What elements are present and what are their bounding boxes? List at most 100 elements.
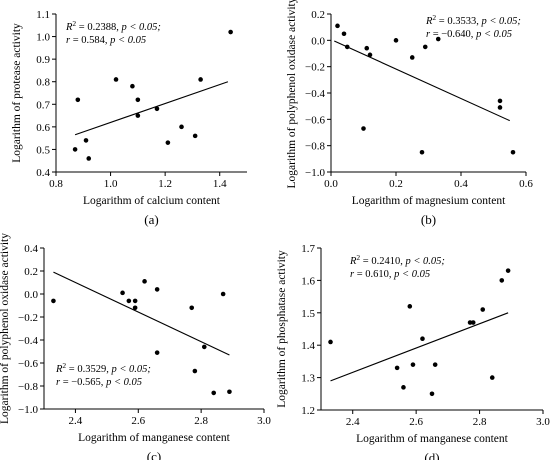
- panel-c-data-point: [189, 305, 195, 311]
- panel-b-y-axis-label: Logarithm of polyphenol oxidase activity: [286, 0, 298, 189]
- panel-d-data-point: [394, 365, 400, 371]
- panel-c-y-tick-label: −1.0: [18, 404, 38, 416]
- panel-c-x-tick-label: 2.4: [69, 415, 83, 427]
- panel-b-data-point: [435, 36, 441, 42]
- panel-b-data-point: [364, 45, 370, 51]
- panel-a-data-point: [154, 106, 160, 112]
- panel-a: 0.8 1.0 1.2 1.4 0.4 0.5 0.6 0.7 0.8 0.9 1.0 1.1 Loga…: [11, 9, 247, 227]
- panel-d-data-point: [407, 304, 413, 309]
- panel-b-x-tick-label: 0.0: [324, 178, 338, 190]
- panel-a-y-tick-label: 0.9: [36, 54, 50, 66]
- panel-c-data-point: [51, 298, 56, 304]
- panel-b-label: (b): [421, 212, 436, 227]
- panel-a-trendline: [74, 81, 229, 136]
- panel-a-data-point: [113, 77, 119, 82]
- panel-a-y-tick-label: 0.8: [36, 77, 50, 89]
- panel-d-x-tick-label: 2.6: [409, 416, 423, 428]
- panel-b: 0.0 0.2 0.4 0.6 −1.0 −0.8 −0.6 −0.4 −0.2 0.0 0.2 Lo…: [286, 0, 533, 227]
- panel-c-y-tick-label: −0.6: [18, 358, 38, 370]
- panel-d-data-point: [470, 320, 476, 325]
- panel-d-data-point: [429, 391, 435, 397]
- panel-b-trendline: [334, 40, 510, 122]
- panel-b-y-tick-label: 0.0: [311, 35, 325, 47]
- panel-d-data-point: [420, 336, 425, 342]
- panel-d-y-tick-label: 1.3: [301, 373, 315, 385]
- panel-a-y-tick-label: 0.4: [36, 167, 50, 179]
- panel-c-r-annotation: r = −0.565, p < 0.05: [56, 377, 142, 388]
- panel-c-data-point: [201, 344, 207, 350]
- panel-a-data-point: [192, 133, 198, 139]
- panel-d-y-tick-label: 1.4: [301, 340, 315, 352]
- panel-d: 2.4 2.6 2.8 3.0 1.2 1.3 1.4 1.5 1.6 1.7 Logarithm …: [276, 243, 550, 460]
- panel-d-y-tick-label: 1.6: [301, 275, 315, 287]
- panel-d-y-tick-label: 1.5: [301, 308, 315, 320]
- panel-b-data-point: [510, 149, 516, 155]
- panel-a-label: (a): [144, 212, 158, 227]
- panel-b-data-point: [335, 23, 340, 29]
- panel-b-x-tick-label: 0.2: [389, 178, 403, 190]
- panel-a-x-tick-label: 1.2: [158, 178, 172, 190]
- panel-a-y-axis-label: Logarithm of protease activity: [11, 23, 23, 163]
- panel-d-x-tick-label: 2.8: [473, 416, 487, 428]
- panel-b-data-point: [361, 126, 366, 131]
- panel-c-y-tick-label: 0.4: [24, 243, 38, 255]
- panel-c-y-tick-label: 0.0: [24, 289, 38, 301]
- panel-a-x-tick-label: 1.4: [213, 178, 227, 190]
- panel-c-x-axis-label: Logarithm of manganese content: [78, 432, 230, 444]
- panel-b-data-point: [497, 105, 503, 110]
- panel-c-y-tick-label: −0.8: [18, 381, 38, 393]
- panel-b-y-tick-label: −0.8: [305, 141, 325, 153]
- panel-a-x-axis-label: Logarithm of calcium content: [83, 195, 221, 207]
- panel-a-data-point: [179, 124, 184, 130]
- panel-b-x-tick-label: 0.6: [519, 178, 533, 190]
- panel-c-y-tick-label: −0.2: [18, 312, 38, 324]
- panel-c-data-point: [192, 368, 198, 374]
- panel-b-r-annotation: r = −0.640, p < 0.05: [426, 29, 512, 40]
- panel-a-y-tick-label: 1.0: [36, 32, 50, 44]
- panel-a-data-point: [228, 29, 233, 35]
- panel-a-data-point: [86, 156, 92, 161]
- panel-c-data-point: [132, 298, 138, 304]
- panel-d-x-tick-label: 3.0: [536, 416, 550, 428]
- panel-d-x-axis-label: Logarithm of manganese content: [356, 433, 508, 445]
- panel-a-r2-annotation: R2 = 0.2388, p < 0.05;: [65, 19, 161, 33]
- panel-d-y-axis-label: Logarithm of phosphatase activity: [276, 250, 288, 408]
- panel-a-data-point: [75, 97, 81, 103]
- panel-a-r-annotation: r = 0.584, p < 0.05: [66, 35, 146, 46]
- panel-b-y-tick-label: −0.2: [305, 62, 325, 74]
- panel-c-data-point: [132, 305, 138, 311]
- panel-c-data-point: [211, 390, 217, 396]
- panel-d-label: (d): [424, 450, 439, 460]
- panel-b-data-point: [341, 31, 347, 37]
- panel-d-y-tick-label: 1.2: [301, 405, 315, 417]
- panel-c-x-tick-label: 2.6: [131, 415, 145, 427]
- panel-a-y-tick-label: 0.6: [36, 122, 50, 134]
- panel-c-y-axis-label: Logarithm of polyphenol oxidase activity: [0, 233, 11, 424]
- panel-d-x-tick-label: 2.4: [346, 416, 360, 428]
- panel-d-data-point: [401, 385, 406, 390]
- panel-b-data-point: [393, 38, 399, 43]
- panel-b-y-tick-label: −1.0: [305, 167, 325, 179]
- panel-c-data-point: [142, 279, 147, 284]
- panel-d-data-point: [480, 307, 486, 312]
- panel-c-data-point: [154, 350, 160, 355]
- panel-b-y-tick-label: −0.6: [305, 114, 325, 126]
- panel-d-data-point: [328, 339, 333, 345]
- panel-a-data-point: [130, 83, 135, 89]
- panel-a-data-point: [165, 140, 171, 145]
- panel-c-data-point: [126, 298, 132, 304]
- panel-c-trendline: [53, 271, 230, 356]
- panel-a-data-point: [83, 138, 89, 143]
- panel-c-x-tick-label: 3.0: [257, 415, 271, 427]
- panel-d-trendline: [330, 312, 509, 382]
- panel-a-data-point: [72, 147, 78, 152]
- panel-b-y-tick-label: 0.2: [311, 9, 325, 21]
- panel-d-data-point: [410, 362, 416, 367]
- panel-c-data-point: [227, 389, 232, 395]
- panel-a-y-tick-label: 0.5: [36, 144, 50, 156]
- panel-c-data-point: [154, 287, 160, 292]
- panel-b-r2-annotation: R2 = 0.3533, p < 0.05;: [425, 13, 521, 27]
- panel-a-data-point: [135, 113, 141, 118]
- panel-d-data-point: [499, 278, 505, 283]
